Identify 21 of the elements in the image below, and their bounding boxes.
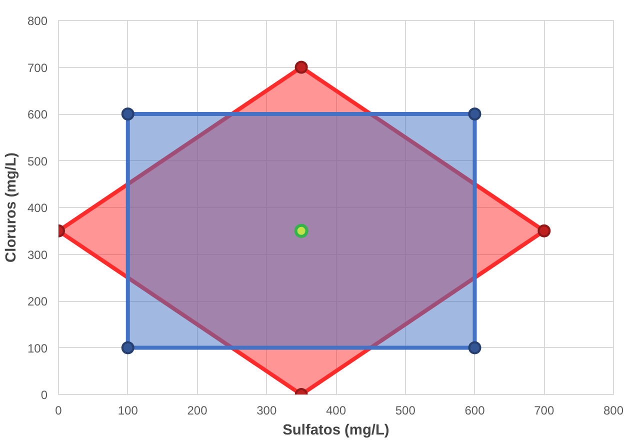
point <box>294 224 308 238</box>
x-tick-label: 0 <box>55 404 62 418</box>
x-tick-label: 700 <box>534 404 554 418</box>
y-tick-label: 800 <box>27 14 48 28</box>
y-tick-label: 600 <box>27 108 48 122</box>
x-tick-label: 500 <box>395 404 416 418</box>
x-tick-label: 600 <box>464 404 486 418</box>
x-tick-label: 200 <box>187 404 208 418</box>
y-axis-title: Cloruros (mg/L) <box>3 152 20 262</box>
x-tick-label: 800 <box>603 404 624 418</box>
x-tick-label: 100 <box>118 404 138 418</box>
y-tick-label: 700 <box>27 60 48 75</box>
x-axis-title: Sulfatos (mg/L) <box>282 422 390 438</box>
y-tick-label: 300 <box>27 248 48 262</box>
y-tick-label: 200 <box>27 294 48 308</box>
y-tick-label: 400 <box>27 201 48 215</box>
x-tick-label: 300 <box>256 404 277 418</box>
x-tick-label: 400 <box>326 404 346 418</box>
y-tick-label: 100 <box>27 341 48 356</box>
y-tick-label: 500 <box>27 154 48 168</box>
y-tick-label: 0 <box>40 388 48 402</box>
